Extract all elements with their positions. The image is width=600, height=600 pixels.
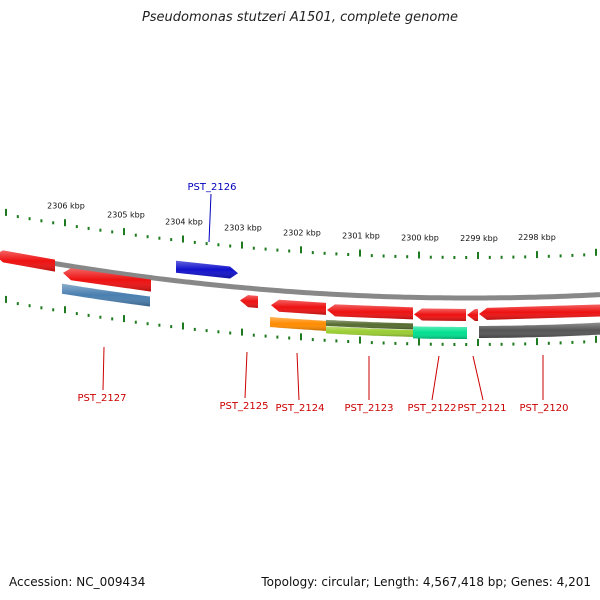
gene-label: PST_2124 <box>276 403 325 414</box>
gene-label: PST_2123 <box>345 403 394 414</box>
scale-label: 2298 kbp <box>518 233 556 242</box>
scale-ticks-bottom <box>5 295 597 346</box>
gene-label-leader <box>244 351 248 399</box>
feature-blocks <box>62 283 600 339</box>
scale-label: 2301 kbp <box>342 232 380 241</box>
gene-label: PST_2120 <box>520 403 569 414</box>
gene-label-leader <box>296 352 300 401</box>
scale-label: 2300 kbp <box>401 234 439 243</box>
gene-label-leader <box>431 355 440 401</box>
gene-label: PST_2122 <box>408 403 457 414</box>
gene-label-leader <box>472 355 484 401</box>
scale-labels: 2306 kbp 2305 kbp 2304 kbp 2303 kbp 2302 kbp… <box>47 201 556 243</box>
gene-label: PST_2125 <box>220 401 269 412</box>
scale-label: 2306 kbp <box>47 201 85 210</box>
map-title: Pseudomonas stutzeri A1501, complete gen… <box>141 10 459 25</box>
gene-label: PST_2126 <box>188 182 237 193</box>
gene-label-leaders <box>102 193 544 401</box>
scale-label: 2305 kbp <box>107 210 145 219</box>
gene-label-leader <box>102 346 105 391</box>
genome-summary: Topology: circular; Length: 4,567,418 bp… <box>261 575 591 589</box>
gene-arrows <box>0 250 600 321</box>
scale-label: 2299 kbp <box>460 234 498 243</box>
genome-backbone <box>0 251 600 301</box>
scale-label: 2304 kbp <box>165 218 203 227</box>
accession-label: Accession: NC_009434 <box>9 575 146 589</box>
scale-label: 2302 kbp <box>283 228 321 237</box>
gene-label: PST_2127 <box>78 393 127 404</box>
scale-ticks-top <box>5 208 597 259</box>
gene-labels: PST_2127 PST_2126 PST_2125 PST_2124 PST_2123… <box>78 182 569 414</box>
scale-label: 2303 kbp <box>224 224 262 233</box>
gene-label-leader <box>208 193 212 243</box>
gene-label: PST_2121 <box>458 403 507 414</box>
